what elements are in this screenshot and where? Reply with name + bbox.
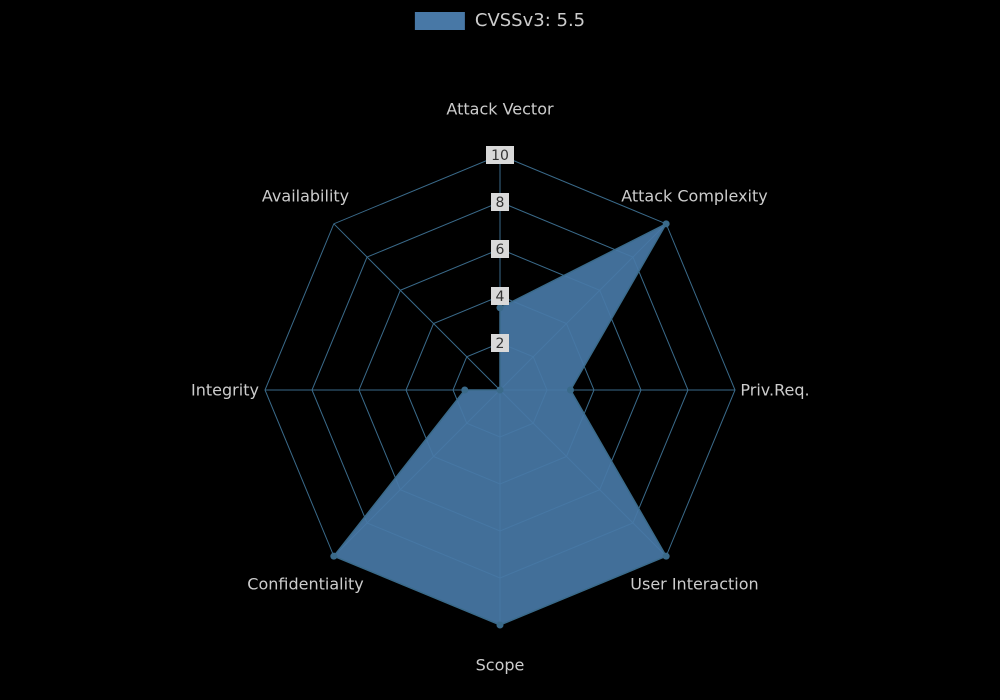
svg-text:10: 10	[491, 148, 509, 164]
legend-label: CVSSv3: 5.5	[475, 10, 585, 31]
svg-text:4: 4	[496, 289, 505, 305]
radar-chart-container: CVSSv3: 5.5 246810 Attack VectorAttack C…	[0, 0, 1000, 700]
svg-text:2: 2	[496, 336, 505, 352]
chart-legend: CVSSv3: 5.5	[415, 10, 585, 31]
svg-text:6: 6	[496, 242, 505, 258]
svg-text:8: 8	[496, 195, 505, 211]
radar-svg: 2 4 6 8 10	[0, 0, 1000, 700]
legend-swatch	[415, 12, 465, 30]
